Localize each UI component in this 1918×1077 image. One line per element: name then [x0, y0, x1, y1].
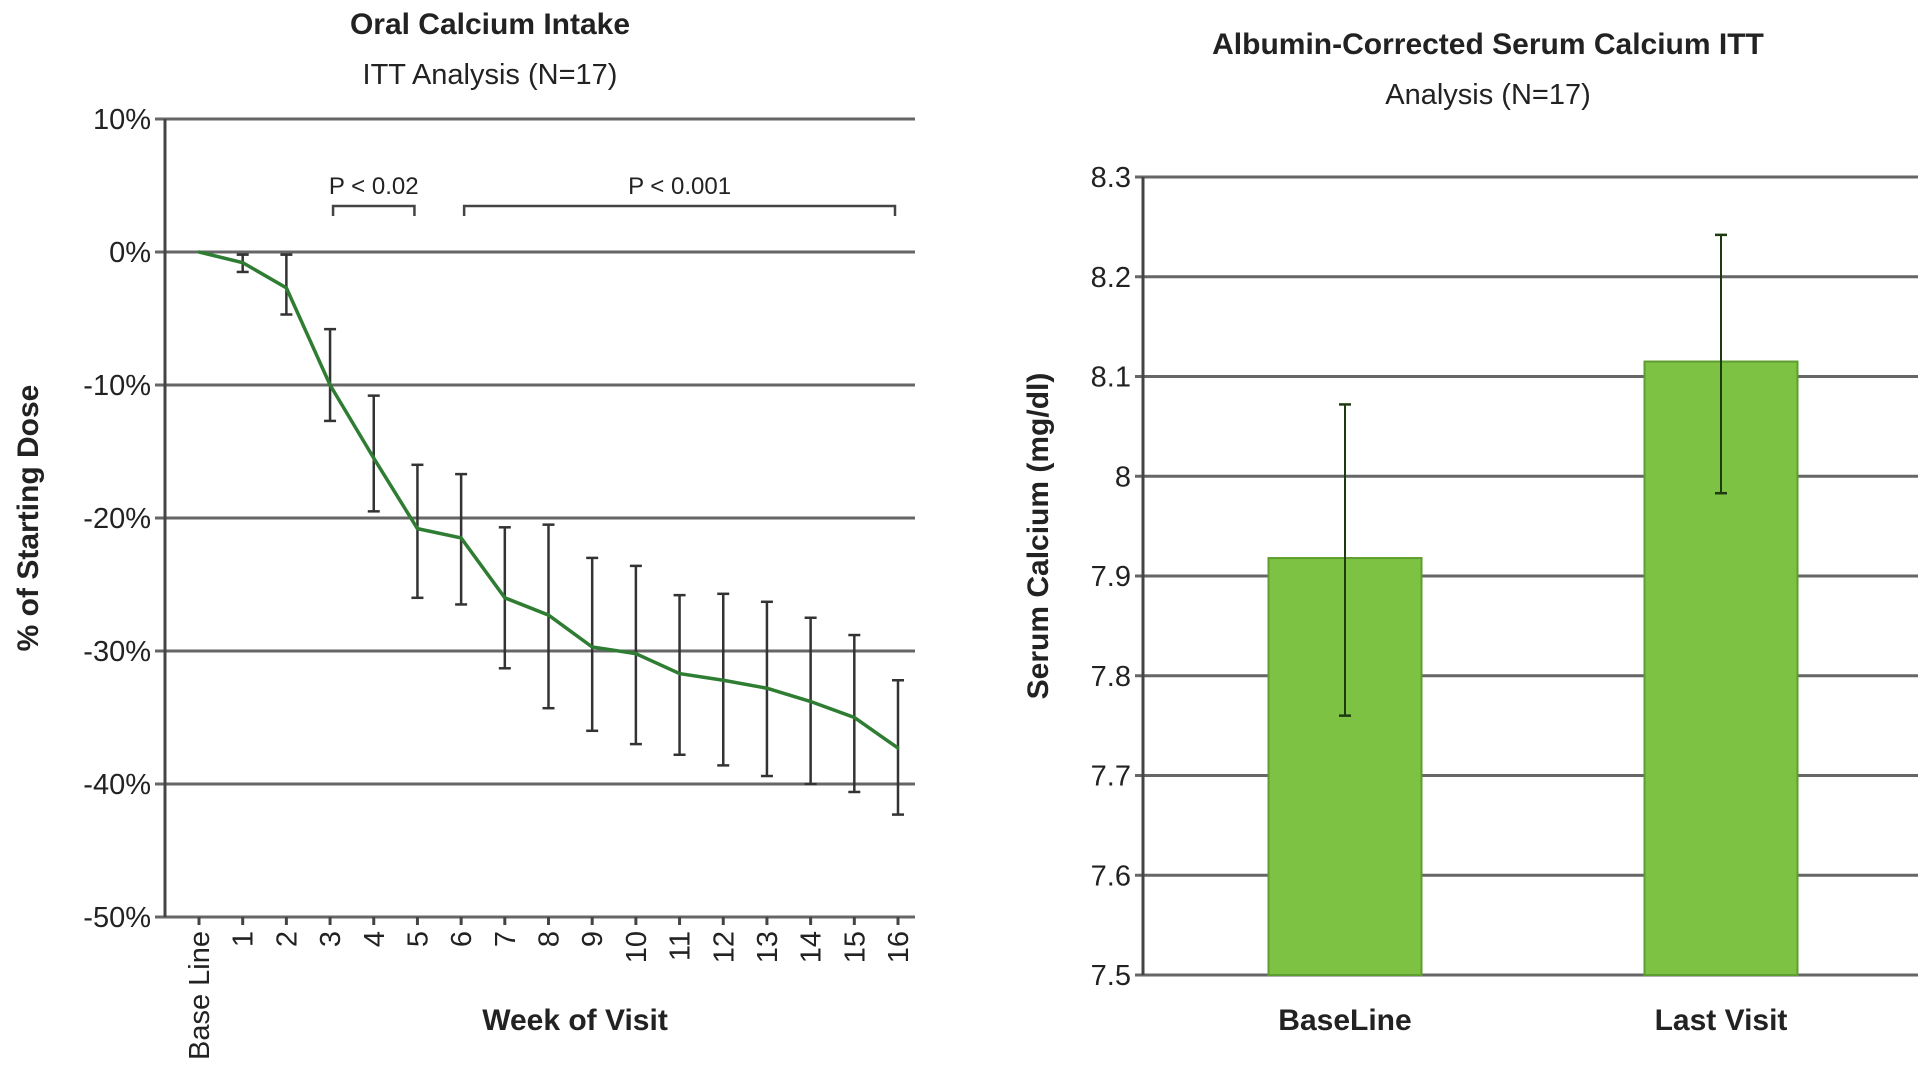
data-point	[415, 527, 419, 531]
data-point	[590, 645, 594, 649]
data-point	[372, 456, 376, 460]
x-tick-label: 10	[621, 931, 653, 963]
oral-calcium-chart: Oral Calcium Intake ITT Analysis (N=17) …	[12, 8, 915, 1060]
significance-bracket	[462, 204, 897, 216]
x-tick-label: 3	[315, 931, 347, 947]
right-chart-subtitle: Analysis (N=17)	[1385, 79, 1591, 111]
serum-calcium-chart: Albumin-Corrected Serum Calcium ITT Anal…	[1022, 28, 1918, 1037]
data-point	[197, 250, 201, 254]
x-tick-label: 16	[883, 931, 915, 963]
y-tick-label: -10%	[83, 370, 151, 402]
data-point	[852, 716, 856, 719]
left-chart-title: Oral Calcium Intake	[350, 8, 630, 41]
data-point	[634, 652, 638, 656]
bar	[1643, 360, 1799, 977]
x-tick-label: 11	[665, 931, 697, 961]
x-tick-label: 15	[839, 931, 871, 963]
right-chart-title: Albumin-Corrected Serum Calcium ITT	[1212, 28, 1764, 61]
significance-label: P < 0.001	[628, 173, 731, 200]
y-tick-label: 8	[1115, 461, 1131, 493]
y-tick-label: 7.6	[1091, 860, 1131, 892]
x-tick-label: 9	[577, 931, 609, 947]
data-point	[678, 672, 682, 676]
y-tick-label: 8.3	[1091, 162, 1131, 194]
x-tick-label: 1	[228, 931, 260, 947]
y-tick-label: -20%	[83, 503, 151, 535]
data-point	[721, 678, 725, 682]
x-tick-label: 8	[534, 931, 566, 947]
y-tick-label: 7.8	[1091, 661, 1131, 693]
significance-label: P < 0.02	[329, 173, 419, 200]
x-tick-label: Base Line	[184, 931, 216, 1060]
y-tick-label: -50%	[83, 902, 151, 934]
data-point	[284, 286, 288, 290]
y-tick-label: -40%	[83, 769, 151, 801]
data-point	[241, 261, 245, 265]
data-point	[459, 536, 463, 540]
x-tick-label: 13	[752, 931, 784, 963]
y-tick-label: 8.1	[1091, 362, 1131, 394]
x-tick-label: BaseLine	[1278, 1004, 1411, 1037]
y-tick-label: -30%	[83, 636, 151, 668]
data-point	[765, 686, 769, 690]
x-tick-label: 7	[490, 931, 522, 947]
y-tick-label: 8.2	[1091, 262, 1131, 294]
x-tick-label: 6	[446, 931, 478, 947]
right-y-axis-label: Serum Calcium (mg/dl)	[1022, 373, 1055, 700]
data-point	[503, 596, 507, 600]
y-tick-label: 7.7	[1091, 761, 1131, 793]
left-y-axis-label: % of Starting Dose	[12, 385, 45, 652]
x-tick-label: 2	[271, 931, 303, 947]
data-point	[328, 383, 332, 387]
x-tick-label: 12	[708, 931, 740, 963]
data-point	[809, 700, 813, 704]
left-x-axis-label: Week of Visit	[482, 1004, 668, 1037]
y-tick-label: 7.5	[1091, 960, 1131, 992]
left-chart-subtitle: ITT Analysis (N=17)	[363, 59, 618, 91]
x-tick-label: 5	[402, 931, 434, 947]
x-tick-label: 4	[359, 931, 391, 947]
x-tick-label: 14	[796, 931, 828, 963]
x-tick-label: Last Visit	[1655, 1004, 1788, 1037]
y-tick-label: 0%	[109, 237, 151, 269]
y-tick-label: 7.9	[1091, 561, 1131, 593]
data-point	[547, 613, 550, 617]
y-tick-label: 10%	[93, 104, 151, 136]
significance-bracket	[331, 204, 416, 216]
data-point	[896, 746, 900, 750]
